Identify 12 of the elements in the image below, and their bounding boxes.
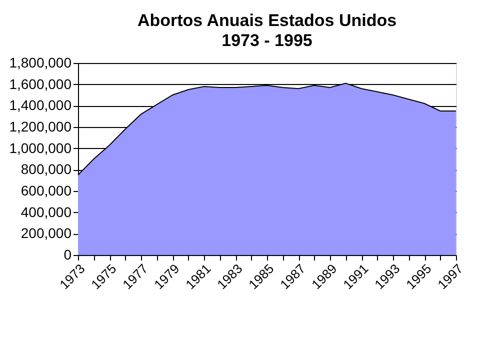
y-tick-label: 400,000 xyxy=(20,204,72,220)
chart-subtitle: 1973 - 1995 xyxy=(222,31,312,50)
y-tick-label: 1,800,000 xyxy=(9,54,72,70)
y-tick-label: 0 xyxy=(64,246,72,262)
chart-title: Abortos Anuais Estados Unidos xyxy=(137,11,397,30)
y-tick-label: 200,000 xyxy=(20,225,72,242)
y-tick-label: 800,000 xyxy=(20,161,72,178)
y-tick-label: 1,200,000 xyxy=(9,118,72,134)
y-tick-label: 600,000 xyxy=(20,182,72,198)
y-tick-label: 1,400,000 xyxy=(9,97,72,114)
y-tick-label: 1,000,000 xyxy=(9,140,72,156)
y-tick-label: 1,600,000 xyxy=(9,76,72,92)
